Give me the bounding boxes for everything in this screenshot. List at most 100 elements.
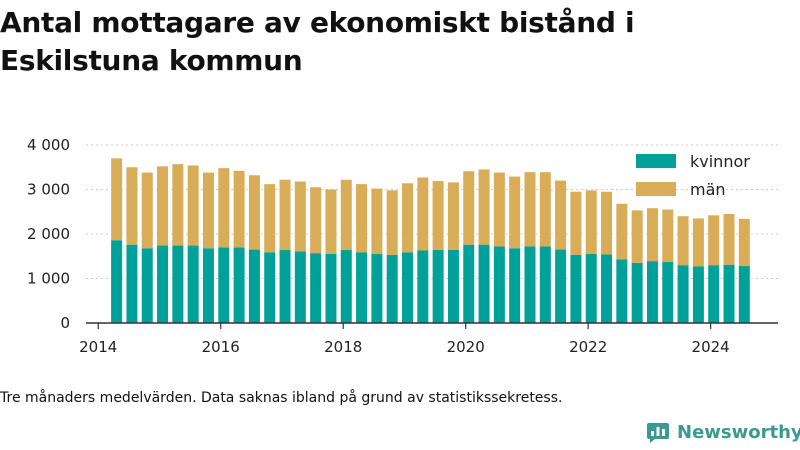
y-tick-label: 1 000 xyxy=(27,270,70,288)
bar-kvinnor xyxy=(708,265,720,323)
bar-kvinnor xyxy=(432,250,444,323)
bar-kvinnor xyxy=(172,245,184,323)
bar-man xyxy=(111,158,123,241)
bar-man xyxy=(371,188,383,255)
bar-man xyxy=(218,168,230,248)
bar-man xyxy=(417,177,429,251)
newsworthy-logo-icon xyxy=(647,423,669,443)
bar-kvinnor xyxy=(141,248,153,323)
bar-man xyxy=(386,190,398,255)
bar-man xyxy=(141,172,153,249)
y-axis-ticks: 0 1 000 2 000 3 000 4 000 xyxy=(27,136,70,332)
bar-kvinnor xyxy=(371,254,383,323)
bar-kvinnor xyxy=(570,254,582,323)
bar-kvinnor xyxy=(478,244,490,323)
bar-man xyxy=(463,171,475,245)
bar-man xyxy=(570,191,582,255)
bar-man xyxy=(157,166,169,246)
x-tick-label: 2022 xyxy=(569,338,607,356)
legend-swatch-kvinnor xyxy=(636,154,676,168)
bar-man xyxy=(601,191,613,255)
bar-man xyxy=(340,179,352,251)
bar-kvinnor xyxy=(555,249,567,323)
bar-kvinnor xyxy=(111,240,123,323)
bar-kvinnor xyxy=(325,254,337,323)
bar-kvinnor xyxy=(646,261,658,323)
x-tick-label: 2016 xyxy=(202,338,240,356)
bar-man xyxy=(708,215,720,266)
bar-kvinnor xyxy=(279,250,291,323)
bar-man xyxy=(233,170,245,248)
bar-kvinnor xyxy=(402,252,414,323)
legend: kvinnor män xyxy=(636,152,750,199)
legend-label-kvinnor: kvinnor xyxy=(690,152,750,171)
bar-kvinnor xyxy=(340,250,352,323)
y-tick-label: 0 xyxy=(60,314,70,332)
y-tick-label: 4 000 xyxy=(27,136,70,154)
bar-kvinnor xyxy=(738,266,750,323)
bar-man xyxy=(493,172,505,247)
bar-kvinnor xyxy=(509,248,521,323)
bar-man xyxy=(509,176,521,249)
brand-name: Newsworthy xyxy=(677,421,800,443)
bar-man xyxy=(524,172,536,247)
bar-kvinnor xyxy=(417,250,429,323)
bar-man xyxy=(646,208,658,262)
bar-kvinnor xyxy=(601,254,613,323)
bar-kvinnor xyxy=(202,248,214,323)
bar-kvinnor xyxy=(616,259,628,323)
x-tick-label: 2014 xyxy=(79,338,117,356)
bar-man xyxy=(294,181,306,252)
bar-man xyxy=(279,179,291,251)
x-tick-label: 2018 xyxy=(324,338,362,356)
bar-man xyxy=(325,189,337,255)
x-tick-label: 2024 xyxy=(692,338,730,356)
bar-man xyxy=(432,181,444,251)
legend-swatch-man xyxy=(636,182,676,196)
brand-logo: Newsworthy xyxy=(646,420,800,444)
bar-man xyxy=(555,180,567,250)
y-tick-label: 3 000 xyxy=(27,181,70,199)
bar-man xyxy=(616,203,628,260)
bar-man xyxy=(738,218,750,267)
chart-caption: Tre månaders medelvärden. Data saknas ib… xyxy=(0,390,563,406)
bar-man xyxy=(172,164,184,246)
bar-man xyxy=(662,209,674,263)
bar-kvinnor xyxy=(218,247,230,323)
bar-kvinnor xyxy=(677,265,689,323)
bar-kvinnor xyxy=(233,247,245,323)
bar-kvinnor xyxy=(723,264,735,323)
bar-man xyxy=(187,165,199,246)
bar-man xyxy=(402,183,414,253)
bar-man xyxy=(356,184,368,253)
bar-kvinnor xyxy=(585,254,597,323)
bar-man xyxy=(126,167,138,245)
bar-kvinnor xyxy=(447,250,459,323)
bar-man xyxy=(310,187,322,254)
bar-man xyxy=(264,184,276,253)
bar-kvinnor xyxy=(692,266,704,323)
bar-kvinnor xyxy=(294,251,306,323)
bar-man xyxy=(631,210,643,263)
bar-kvinnor xyxy=(631,262,643,323)
page-title: Antal mottagare av ekonomiskt bistånd i … xyxy=(0,6,635,77)
bar-kvinnor xyxy=(310,253,322,323)
bar-man xyxy=(478,169,490,245)
bar-man xyxy=(447,182,459,251)
y-tick-label: 2 000 xyxy=(27,225,70,243)
bar-kvinnor xyxy=(463,244,475,323)
bar-kvinnor xyxy=(524,246,536,323)
x-tick-label: 2020 xyxy=(447,338,485,356)
x-axis-ticks: 2014 2016 2018 2020 2022 2024 xyxy=(79,323,730,356)
bar-kvinnor xyxy=(356,252,368,323)
bar-man xyxy=(248,175,260,250)
bar-man xyxy=(202,172,214,249)
bar-kvinnor xyxy=(126,244,138,323)
bar-man xyxy=(692,218,704,267)
bar-man xyxy=(677,216,689,266)
bar-man xyxy=(723,213,735,265)
bar-kvinnor xyxy=(248,249,260,323)
bar-man xyxy=(585,190,597,255)
legend-label-man: män xyxy=(690,180,726,199)
